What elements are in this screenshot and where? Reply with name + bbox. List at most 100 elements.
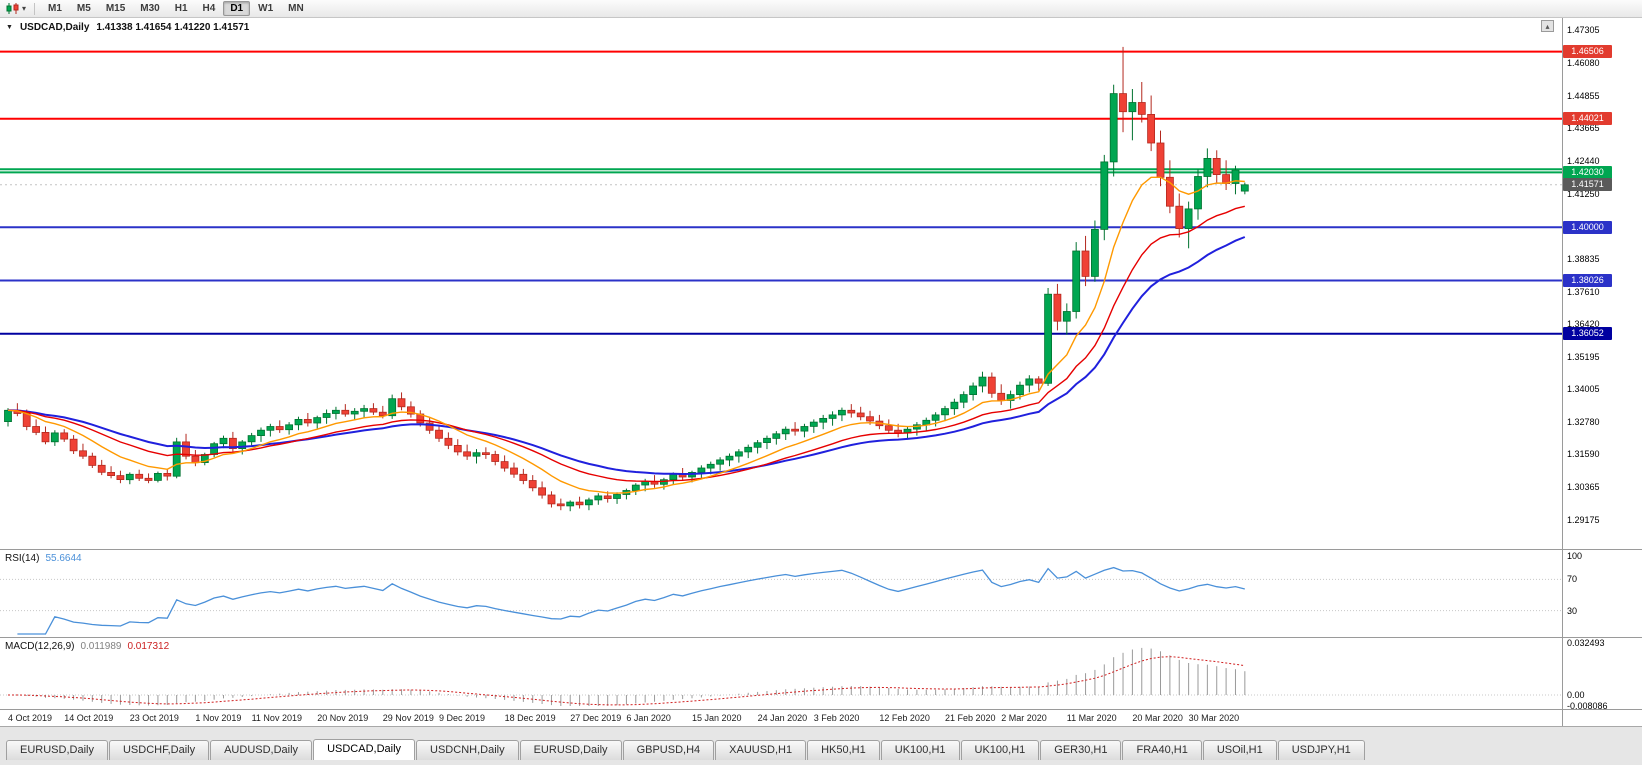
chart-tab-gbpusd-h4[interactable]: GBPUSD,H4 <box>622 740 715 760</box>
top-toolbar: ▾ M1 M5 M15 M30 H1 H4 D1 W1 MN <box>0 0 1642 18</box>
chevron-down-icon: ▾ <box>22 4 27 13</box>
price-tick: 1.41250 <box>1567 188 1600 199</box>
rsi-svg <box>0 566 1562 635</box>
chart-symbol-title: USDCAD,Daily <box>19 22 90 33</box>
date-label: 4 Oct 2019 <box>8 713 53 723</box>
chart-window: ▼ USDCAD,Daily 1.41338 1.41654 1.41220 1… <box>0 18 1642 726</box>
timeframe-group: M1 M5 M15 M30 H1 H4 D1 W1 MN <box>41 1 311 16</box>
price-tick: 1.32780 <box>1567 417 1600 428</box>
rsi-pane[interactable]: RSI(14) 55.6644 <box>0 550 1562 638</box>
timeframe-m30-button[interactable]: M30 <box>140 3 160 14</box>
chart-tab-uk100-h1[interactable]: UK100,H1 <box>960 740 1040 760</box>
rsi-line <box>17 566 1245 635</box>
date-label: 15 Jan 2020 <box>692 713 742 723</box>
pane-separator[interactable] <box>1563 709 1642 710</box>
price-badge-1.41571[interactable]: 1.41571 <box>1563 178 1612 192</box>
ma-20-line <box>7 205 1245 483</box>
ma-30-line <box>7 236 1246 476</box>
ma-10-line <box>7 176 1245 494</box>
price-tick: 1.37610 <box>1567 286 1600 297</box>
date-label: 20 Mar 2020 <box>1132 713 1183 723</box>
time-axis[interactable]: 4 Oct 2019 14 Oct 2019 23 Oct 2019 1 Nov 20… <box>0 710 1562 726</box>
pane-separator[interactable] <box>1563 549 1642 550</box>
candlestick-chart-icon <box>6 3 19 14</box>
date-label: 29 Nov 2019 <box>382 713 434 723</box>
price-badge-1.36052[interactable]: 1.36052 <box>1563 327 1612 341</box>
timeframe-h4-button[interactable]: H4 <box>202 3 216 14</box>
macd-name: MACD(12,26,9) <box>5 641 75 652</box>
rsi-tick: 30 <box>1567 605 1578 616</box>
price-tick: 1.43665 <box>1567 123 1600 134</box>
timeframe-m15-button[interactable]: M15 <box>105 3 126 14</box>
chart-tab-ger30-h1[interactable]: GER30,H1 <box>1040 740 1122 760</box>
price-tick: 1.30365 <box>1567 482 1600 493</box>
price-badge-1.38026[interactable]: 1.38026 <box>1563 274 1612 287</box>
chart-tab-fra40-h1[interactable]: FRA40,H1 <box>1122 740 1202 760</box>
timeframe-m5-button[interactable]: M5 <box>76 3 91 14</box>
macd-tick: 0.00 <box>1567 690 1585 700</box>
price-badge-1.40000[interactable]: 1.40000 <box>1563 220 1612 234</box>
chart-tab-eurusd-daily[interactable]: EURUSD,Daily <box>6 740 108 760</box>
chart-type-button[interactable]: ▾ <box>5 2 26 15</box>
pane-separator[interactable] <box>1563 637 1642 638</box>
date-label: 24 Jan 2020 <box>757 713 808 723</box>
date-label: 3 Feb 2020 <box>813 713 860 723</box>
price-badge-1.46506[interactable]: 1.46506 <box>1563 45 1612 59</box>
date-label: 30 Mar 2020 <box>1188 713 1240 723</box>
rsi-tick: 100 <box>1567 551 1583 561</box>
date-label: 6 Jan 2020 <box>626 713 671 723</box>
timeframe-m1-button[interactable]: M1 <box>48 3 62 14</box>
price-tick: 1.34005 <box>1567 384 1600 395</box>
timeframe-d1-button[interactable]: D1 <box>223 1 251 16</box>
price-tick: 1.35195 <box>1567 351 1600 362</box>
macd-tick: 0.032493 <box>1567 638 1605 648</box>
macd-histogram <box>16 647 1246 706</box>
timeframe-w1-button[interactable]: W1 <box>258 3 274 14</box>
macd-signal-value: 0.017312 <box>127 641 170 652</box>
rsi-label: RSI(14) 55.6644 <box>5 553 82 564</box>
chart-tab-usoil-h1[interactable]: USOil,H1 <box>1202 740 1277 760</box>
date-label: 1 Nov 2019 <box>195 713 242 723</box>
rsi-tick: 70 <box>1567 574 1578 585</box>
date-label: 18 Dec 2019 <box>504 713 556 723</box>
date-label: 21 Feb 2020 <box>945 713 996 723</box>
chart-tab-eurusd-daily[interactable]: EURUSD,Daily <box>519 740 622 760</box>
chart-tab-usdchf-daily[interactable]: USDCHF,Daily <box>108 740 210 760</box>
chart-tab-usdjpy-h1[interactable]: USDJPY,H1 <box>1277 740 1365 760</box>
collapse-triangle-icon[interactable]: ▼ <box>6 24 13 31</box>
chart-tab-usdcnh-daily[interactable]: USDCNH,Daily <box>416 740 519 760</box>
price-tick: 1.46080 <box>1567 58 1600 69</box>
chart-tab-xauusd-h1[interactable]: XAUUSD,H1 <box>715 740 807 760</box>
chart-tab-uk100-h1[interactable]: UK100,H1 <box>880 740 960 760</box>
price-badge-1.42030[interactable]: 1.42030 <box>1563 165 1612 179</box>
chart-tab-audusd-daily[interactable]: AUDUSD,Daily <box>210 740 313 760</box>
chart-tab-hk50-h1[interactable]: HK50,H1 <box>807 740 880 760</box>
chart-tab-usdcad-daily[interactable]: USDCAD,Daily <box>313 739 416 760</box>
price-badge-1.44021[interactable]: 1.44021 <box>1563 112 1612 126</box>
date-label: 12 Feb 2020 <box>879 713 930 723</box>
date-label: 23 Oct 2019 <box>129 713 179 723</box>
main-chart-pane[interactable]: ▼ USDCAD,Daily 1.41338 1.41654 1.41220 1… <box>0 18 1562 550</box>
price-tick: 1.38835 <box>1567 253 1600 264</box>
chart-tab-bar: EURUSD,Daily USDCHF,Daily AUDUSD,Daily USDC… <box>0 726 1642 760</box>
price-tick: 1.42440 <box>1567 156 1600 167</box>
macd-label: MACD(12,26,9) 0.011989 0.017312 <box>5 641 169 652</box>
macd-pane[interactable]: MACD(12,26,9) 0.011989 0.017312 <box>0 638 1562 710</box>
date-label: 9 Dec 2019 <box>439 713 486 723</box>
timeframe-mn-button[interactable]: MN <box>288 3 304 14</box>
rsi-name: RSI(14) <box>5 553 40 564</box>
scroll-up-button[interactable]: ▴ <box>1541 20 1554 32</box>
date-label: 27 Dec 2019 <box>570 713 622 723</box>
timeframe-h1-button[interactable]: H1 <box>174 3 188 14</box>
macd-signal-line <box>8 656 1245 706</box>
date-label: 2 Mar 2020 <box>1001 713 1047 723</box>
price-tick: 1.29175 <box>1567 514 1600 525</box>
price-tick: 1.44855 <box>1567 91 1600 102</box>
chart-ohlc-values: 1.41338 1.41654 1.41220 1.41571 <box>96 22 250 33</box>
macd-tick: -0.008086 <box>1567 701 1608 711</box>
toolbar-separator <box>34 2 36 15</box>
price-axis[interactable]: 1.47305 1.46080 1.44855 1.43665 1.42440 1.412… <box>1562 18 1642 726</box>
chart-title: ▼ USDCAD,Daily 1.41338 1.41654 1.41220 1… <box>6 22 249 33</box>
macd-main-value: 0.011989 <box>80 641 122 652</box>
date-label: 20 Nov 2019 <box>317 713 369 723</box>
